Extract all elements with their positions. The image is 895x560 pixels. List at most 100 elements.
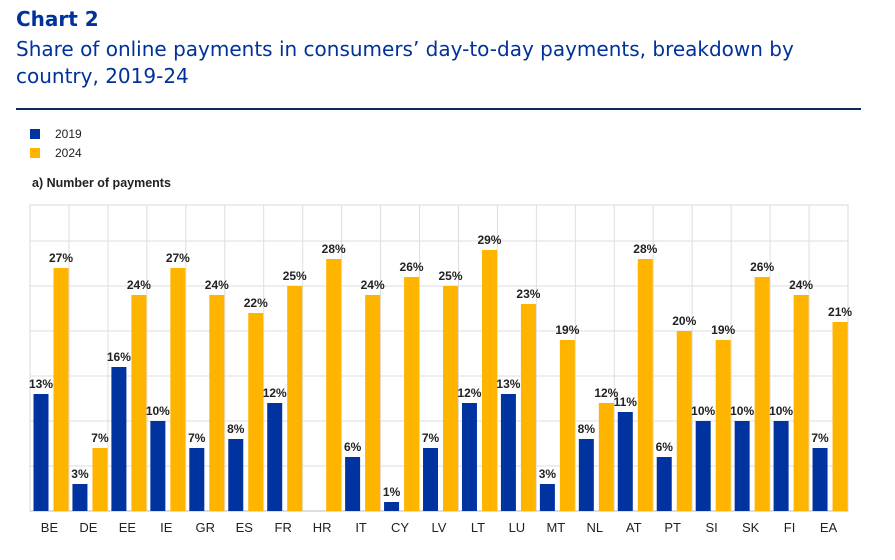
x-tick-label-EA: EA [820,520,838,535]
bar-2019-CY [384,502,400,511]
bar-2019-NL [578,439,594,511]
data-label-2019-LU: 13% [496,377,520,391]
bar-2024-EE [131,295,147,511]
bar-2019-IT [345,457,361,511]
bar-2024-NL [598,403,614,511]
bar-2024-BE [53,268,69,511]
data-label-2024-IE: 27% [166,251,190,265]
data-label-2024-LV: 25% [439,269,463,283]
legend-item-2019: 2019 [30,124,82,143]
x-tick-label-GR: GR [196,520,216,535]
chart-title: Share of online payments in consumers’ d… [16,37,794,88]
x-tick-label-BE: BE [41,520,59,535]
x-tick-label-MT: MT [546,520,565,535]
chart-number: Chart 2 [16,7,99,31]
bar-2024-IT [365,295,381,511]
data-label-2019-FR: 12% [263,386,287,400]
bar-2019-ES [228,439,244,511]
bar-2024-SI [715,340,731,511]
bar-2024-PT [676,331,692,511]
data-label-2019-DE: 3% [71,467,89,481]
data-label-2024-LT: 29% [477,233,501,247]
data-label-2019-EE: 16% [107,350,131,364]
bar-2019-MT [539,484,555,511]
data-label-2024-GR: 24% [205,278,229,292]
data-label-2024-IT: 24% [361,278,385,292]
data-label-2019-PT: 6% [656,440,674,454]
data-label-2019-LV: 7% [422,431,440,445]
bar-2019-SK [734,421,750,511]
bar-2024-MT [559,340,575,511]
data-label-2024-LU: 23% [516,287,540,301]
x-tick-label-SK: SK [742,520,760,535]
x-tick-label-CY: CY [391,520,409,535]
data-label-2019-CY: 1% [383,485,401,499]
bar-2019-PT [656,457,672,511]
bar-2019-LU [500,394,516,511]
data-label-2024-MT: 19% [555,323,579,337]
x-tick-label-FI: FI [784,520,796,535]
x-tick-label-ES: ES [236,520,254,535]
data-label-2024-PT: 20% [672,314,696,328]
x-tick-label-IT: IT [355,520,367,535]
bar-2019-SI [695,421,711,511]
bar-2024-GR [209,295,225,511]
x-tick-label-IE: IE [160,520,173,535]
bar-2024-ES [248,313,264,511]
legend-label-2019: 2019 [55,126,82,141]
chart-heading: Chart 2 Share of online payments in cons… [16,6,861,90]
data-label-2019-IE: 10% [146,404,170,418]
bar-2024-IE [170,268,186,511]
data-label-2024-SK: 26% [750,260,774,274]
bar-2019-EA [812,448,828,511]
bar-2019-BE [33,394,49,511]
bar-2024-SK [754,277,770,511]
data-label-2019-BE: 13% [29,377,53,391]
bar-2019-LV [423,448,439,511]
data-label-2024-EA: 21% [828,305,852,319]
data-label-2019-EA: 7% [811,431,829,445]
data-label-2024-SI: 19% [711,323,735,337]
bar-2024-FR [287,286,303,511]
bar-2024-EA [832,322,848,511]
x-tick-label-LU: LU [509,520,526,535]
bar-2019-LT [461,403,477,511]
data-label-2019-SI: 10% [691,404,715,418]
data-label-2024-ES: 22% [244,296,268,310]
bar-2024-AT [637,259,653,511]
bar-2024-LV [443,286,459,511]
data-label-2019-SK: 10% [730,404,754,418]
data-label-2019-NL: 8% [578,422,596,436]
x-tick-label-PT: PT [664,520,681,535]
bar-2019-DE [72,484,88,511]
x-tick-label-DE: DE [79,520,97,535]
bar-2024-DE [92,448,108,511]
legend: 2019 2024 [30,124,82,162]
x-tick-label-AT: AT [626,520,642,535]
data-label-2019-LT: 12% [457,386,481,400]
bar-2019-GR [189,448,205,511]
data-label-2024-NL: 12% [594,386,618,400]
data-label-2019-FI: 10% [769,404,793,418]
data-label-2024-AT: 28% [633,242,657,256]
x-tick-label-NL: NL [586,520,603,535]
data-label-2019-GR: 7% [188,431,206,445]
bar-2019-AT [617,412,633,511]
data-label-2019-ES: 8% [227,422,245,436]
bar-2019-FR [267,403,283,511]
bar-2024-LT [481,250,497,511]
x-tick-label-LT: LT [471,520,485,535]
data-label-2024-EE: 24% [127,278,151,292]
data-label-2019-MT: 3% [539,467,557,481]
data-label-2024-BE: 27% [49,251,73,265]
data-label-2019-AT: 11% [614,395,638,409]
legend-swatch-2024 [30,147,40,158]
data-label-2024-FI: 24% [789,278,813,292]
x-tick-label-EE: EE [119,520,137,535]
legend-swatch-2019 [30,128,40,139]
x-tick-label-FR: FR [275,520,292,535]
data-label-2024-FR: 25% [283,269,307,283]
bar-2024-FI [793,295,809,511]
data-label-2024-HR: 28% [322,242,346,256]
